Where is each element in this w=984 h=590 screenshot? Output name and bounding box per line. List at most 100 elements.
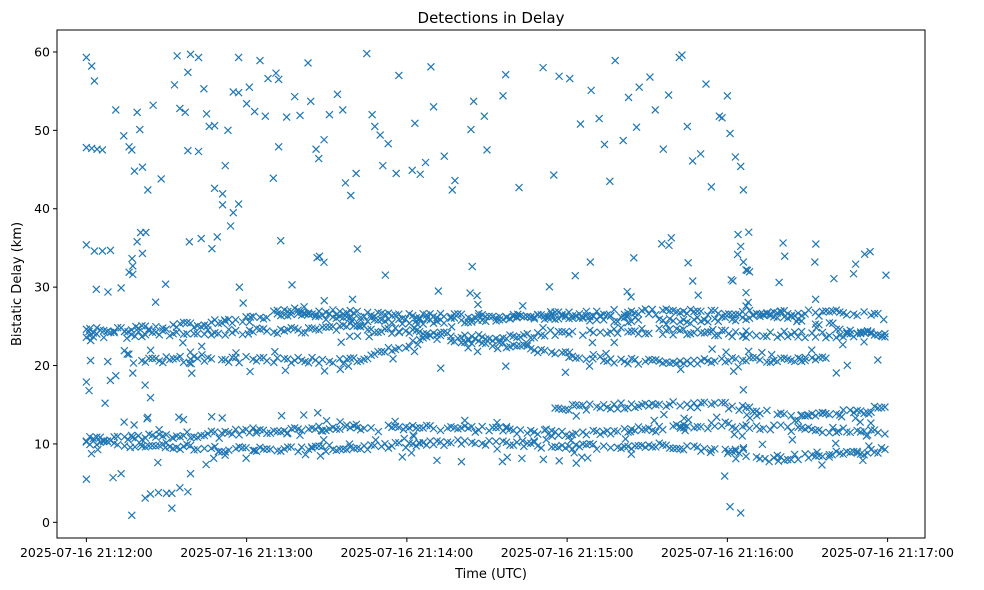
data-point (835, 325, 844, 334)
data-point (478, 422, 487, 431)
data-point (426, 62, 435, 71)
data-point (252, 426, 261, 435)
x-tick-label: 2025-07-16 21:13:00 (180, 545, 313, 560)
data-point (843, 361, 852, 370)
data-point (734, 230, 742, 239)
data-point (881, 403, 889, 412)
data-point (342, 308, 351, 317)
data-point (846, 406, 855, 415)
data-point (828, 319, 837, 328)
data-point (582, 406, 591, 414)
data-point (210, 428, 219, 436)
data-point (610, 338, 619, 347)
data-point (651, 427, 660, 436)
data-point (337, 338, 346, 347)
y-tick-label: 60 (34, 44, 50, 59)
data-point (238, 443, 247, 452)
data-point (98, 247, 107, 255)
data-point (408, 336, 417, 345)
data-point (860, 308, 869, 316)
data-point (749, 353, 757, 362)
data-point (801, 356, 810, 365)
data-point (881, 445, 889, 454)
data-point (684, 258, 693, 267)
data-point (834, 427, 843, 436)
data-point (141, 494, 150, 502)
data-point (294, 353, 303, 362)
data-point (224, 446, 233, 455)
data-point (85, 327, 93, 336)
data-point (589, 328, 598, 337)
data-point (408, 439, 417, 448)
data-point (874, 428, 882, 437)
data-point (296, 111, 304, 120)
data-point (134, 327, 143, 336)
data-point (399, 425, 408, 434)
data-point (561, 368, 570, 377)
data-point (234, 88, 243, 97)
data-point (370, 328, 379, 337)
data-point (665, 306, 674, 315)
data-point (572, 354, 580, 363)
data-point (124, 350, 133, 359)
data-point (245, 428, 254, 437)
data-point (266, 445, 275, 454)
data-point (644, 401, 653, 410)
data-point (450, 310, 459, 318)
data-point (269, 358, 278, 367)
data-point (617, 323, 625, 332)
data-point (210, 121, 219, 130)
data-point (287, 443, 296, 452)
data-point (515, 183, 523, 192)
data-point (501, 362, 510, 371)
data-point (794, 455, 803, 464)
data-point (578, 331, 587, 340)
data-point (283, 429, 291, 438)
data-point (493, 445, 502, 453)
data-point (394, 423, 403, 432)
data-point (170, 80, 179, 89)
data-point (90, 77, 99, 85)
plot-background (57, 30, 925, 538)
data-point (669, 330, 678, 339)
data-point (389, 354, 397, 363)
data-point (345, 332, 354, 341)
data-point (665, 241, 673, 250)
data-point (655, 324, 664, 333)
data-point (387, 329, 396, 338)
data-point (131, 322, 140, 331)
data-point (696, 149, 705, 158)
data-point (250, 107, 259, 116)
data-point (703, 327, 712, 336)
data-point (346, 191, 355, 200)
data-point (262, 313, 271, 322)
data-point (706, 448, 715, 457)
data-point (179, 415, 188, 424)
data-point (467, 318, 476, 327)
data-point (256, 353, 264, 362)
data-point (679, 315, 688, 324)
data-point (381, 439, 389, 448)
data-point (312, 145, 320, 154)
data-point (551, 349, 560, 358)
data-point (731, 454, 740, 463)
data-point (242, 443, 251, 452)
data-point (775, 278, 784, 287)
data-point (589, 440, 598, 449)
data-point (262, 429, 271, 438)
data-point (866, 247, 875, 256)
data-point (493, 344, 502, 353)
data-point (269, 174, 278, 183)
y-tick-label: 10 (34, 436, 50, 451)
data-point (325, 110, 334, 119)
data-point (554, 308, 563, 317)
data-point (130, 167, 139, 176)
data-point (739, 258, 748, 266)
data-point (228, 430, 237, 439)
data-point (644, 309, 653, 318)
data-point (259, 445, 268, 454)
data-point (766, 425, 775, 434)
data-point (722, 348, 730, 356)
data-point (878, 332, 887, 341)
data-point (882, 271, 890, 280)
